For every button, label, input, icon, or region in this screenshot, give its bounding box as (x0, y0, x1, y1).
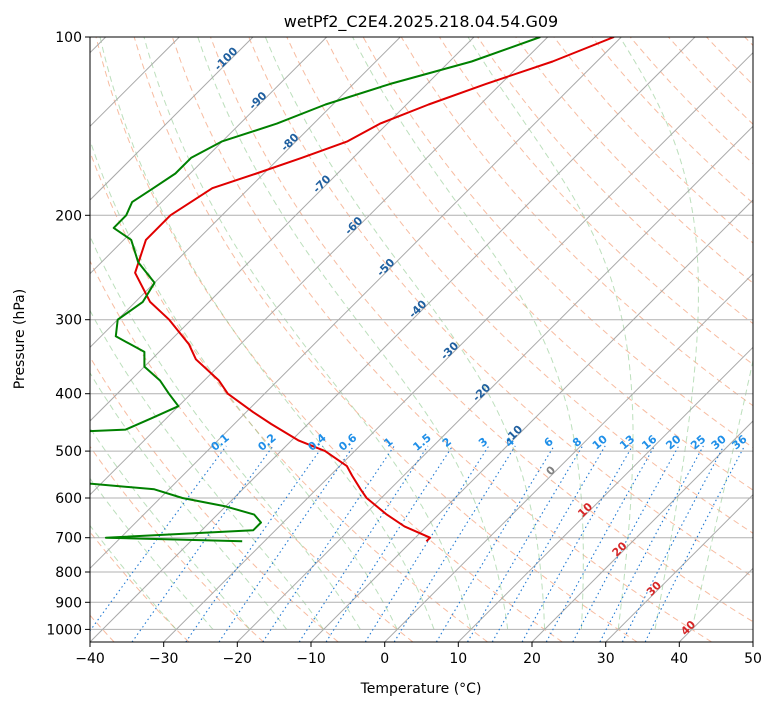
moist-adiabat-line (90, 427, 251, 630)
isotherm-line (310, 199, 753, 642)
isotherm-line (457, 346, 753, 642)
y-tick-label: 1000 (46, 622, 82, 638)
moist-adiabat-line (90, 235, 361, 630)
dewpoint-profile-line (90, 37, 541, 543)
mixing-ratio-line (262, 445, 395, 642)
x-tick-label: 40 (670, 651, 688, 667)
dry-adiabat-line (95, 37, 563, 642)
moist-adiabat-line (90, 524, 177, 630)
x-tick-label: 10 (449, 651, 467, 667)
x-axis-ticks: −40 −30 −20 −10 0 10 20 30 40 50 (75, 642, 762, 667)
dry-adiabat-line (515, 37, 753, 284)
chart-title: wetPf2_C2E4.2025.218.04.54.G09 (284, 12, 558, 32)
dry-adiabat-line (133, 37, 638, 642)
moist-adiabat-line (197, 37, 509, 630)
mixing-ratio-line (435, 445, 555, 642)
y-tick-label: 800 (55, 565, 82, 581)
mixing-ratio-line (467, 445, 584, 642)
mixing-ratio-line (298, 445, 429, 642)
mixing-ratio-line (545, 445, 656, 642)
dry-adiabat-line (324, 37, 753, 491)
x-tick-label: −20 (223, 651, 253, 667)
y-tick-label: 100 (55, 30, 82, 46)
x-tick-label: −30 (149, 651, 179, 667)
dry-adiabat-line (286, 37, 753, 534)
sounding-profiles (90, 37, 615, 543)
plot-frame (89, 36, 754, 643)
moist-adiabat-line (90, 138, 398, 630)
mixing-ratio-line (393, 445, 516, 642)
moist-adiabat-line (90, 371, 288, 630)
moist-adiabat-line (264, 37, 546, 630)
dry-adiabat-line (90, 259, 414, 642)
isotherm-line (90, 37, 475, 422)
y-tick-label: 500 (55, 444, 82, 460)
isotherm-line (90, 37, 622, 570)
moist-adiabat-line (90, 477, 214, 630)
y-tick-label: 900 (55, 595, 82, 611)
mixing-ratio-line (364, 445, 490, 642)
x-axis-label: Temperature (°C) (360, 681, 482, 697)
isotherm-line (163, 51, 753, 642)
moist-adiabat-line (90, 309, 325, 630)
moist-adiabat-line (143, 37, 472, 630)
mixing-ratio-line (325, 445, 454, 642)
dry-adiabat-line (210, 37, 753, 623)
mixing-ratio-lines (90, 445, 746, 642)
x-tick-label: 20 (523, 651, 541, 667)
isotherm-line (90, 37, 549, 496)
moist-adiabat-line (619, 37, 699, 630)
dry-adiabat-line (171, 37, 712, 642)
y-tick-label: 200 (55, 208, 82, 224)
isotherm-line (90, 37, 328, 275)
isotherm-line (90, 37, 254, 201)
y-tick-label: 400 (55, 387, 82, 403)
dry-adiabat-line (248, 37, 753, 578)
mixing-ratio-line (491, 445, 606, 642)
x-tick-label: −40 (75, 651, 105, 667)
moist-adiabat-line (467, 37, 634, 630)
moist-adiabats (90, 37, 753, 630)
isotherm-line (236, 125, 753, 642)
y-tick-label: 700 (55, 531, 82, 547)
isotherm-line (384, 272, 753, 642)
mixing-ratio-line (572, 445, 680, 642)
y-axis-label: Pressure (hPa) (12, 289, 28, 389)
isotherm-line (90, 37, 696, 642)
isotherms (90, 37, 753, 642)
temperature-profile-line (134, 37, 615, 543)
x-tick-label: 0 (380, 651, 389, 667)
isotherm-line (90, 37, 401, 349)
moist-adiabat-line (99, 37, 435, 630)
pressure-gridlines (90, 37, 753, 630)
moist-adiabat-line (352, 37, 584, 630)
y-tick-label: 600 (55, 491, 82, 507)
x-tick-label: −10 (296, 651, 326, 667)
moist-adiabat-line (691, 357, 753, 630)
x-tick-label: 30 (597, 651, 615, 667)
mixing-ratio-line (521, 445, 633, 642)
y-tick-label: 300 (55, 313, 82, 329)
isotherm-line (605, 493, 753, 642)
y-axis-ticks: 100 200 300 400 500 600 700 800 900 1000 (46, 30, 90, 638)
x-tick-label: 50 (744, 651, 762, 667)
isotherm-line (531, 420, 753, 642)
